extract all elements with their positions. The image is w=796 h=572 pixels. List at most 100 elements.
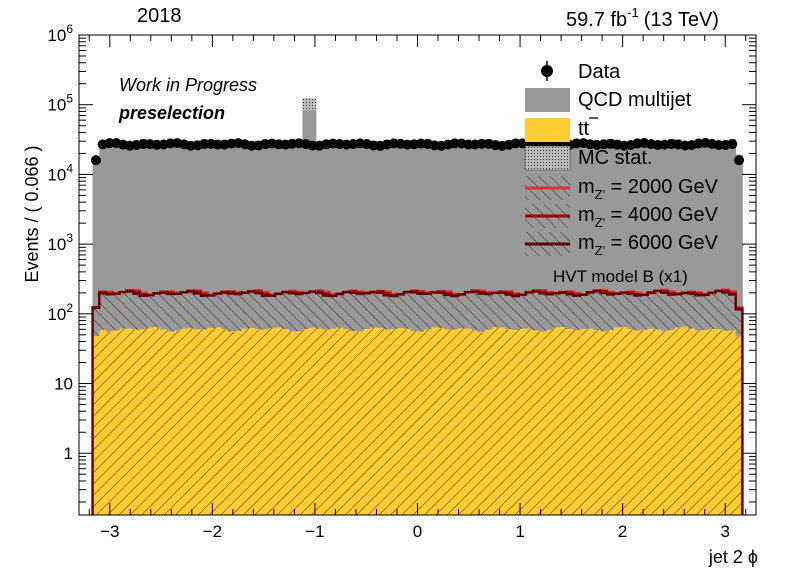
ttbar-bar [173,330,181,515]
ttbar-bar [431,327,439,515]
ttbar-bar [728,330,737,515]
qcd-bar [370,141,378,328]
qcd-bar [491,140,500,328]
ttbar-bar [119,328,127,515]
signal-hatch-bar [478,290,486,332]
signal-hatch-bar [661,289,669,332]
ttbar-bar [187,328,195,515]
ttbar-bar [688,328,696,515]
qcd-bar [715,142,723,330]
ttbar-bar [417,331,425,515]
signal-hatch-bar [106,291,114,332]
legend-label-sig2: mZ' = 4000 GeV [578,204,719,230]
ttbar-bar [227,331,236,515]
ttbar-bar [498,327,506,515]
qcd-bar [390,139,398,330]
signal-hatch-bar [539,290,547,332]
ttbar-bar [241,328,249,515]
qcd-bar [119,141,127,329]
signal-hatch-bar [654,290,662,330]
ttbar-bar [410,331,418,515]
qcd-bar [322,139,330,330]
model-label: HVT model B (x1) [553,267,688,286]
y-tick-label: 104 [47,161,73,184]
qcd-bar [647,142,655,329]
ttbar-bar [478,331,486,515]
qcd-bar [708,142,716,329]
signal-hatch-bar [99,291,107,330]
qcd-bar [153,142,161,328]
mcstat-band [302,98,310,111]
ttbar-bar [397,328,405,515]
signal-hatch-bar [431,292,439,328]
signal-hatch-bar [234,292,242,332]
signal-hatch-bar [485,292,493,330]
signal-hatch-bar [207,294,215,329]
signal-hatch-bar [498,291,506,328]
qcd-bar [194,140,202,330]
signal-hatch-bar [343,292,351,329]
ttbar-bar [444,329,452,515]
ttbar-bar [99,329,107,515]
ttbar-bar [180,328,188,515]
signal-hatch-bar [640,294,649,330]
legend-entry-sig3: mZ' = 6000 GeV [525,232,719,258]
legend-swatch-qcd [525,88,570,112]
ttbar-bar [160,329,168,515]
qcd-bar [485,139,493,330]
region-label: preselection [118,103,225,123]
y-axis: 1 10 102 103 104 105 106 [47,22,756,503]
signal-hatch-bar [268,294,276,329]
signal-hatch-bar [282,291,290,330]
qcd-bar [160,143,168,330]
qcd-bar [471,142,479,331]
signal-hatch-bar [241,292,249,329]
ttbar-bar [376,328,385,515]
qcd-bar [661,140,669,332]
ttbar-bar [424,329,432,515]
qcd-bar [667,138,676,331]
legend-entry-qcd: QCD multijet [525,88,692,112]
signal-hatch-bar [559,291,567,328]
qcd-bar [261,139,269,330]
ttbar-bar [255,329,263,515]
signal-hatch-bar [370,291,378,328]
qcd-bar [512,140,520,330]
qcd-bar [640,140,649,330]
signal-hatch-bar [512,293,520,330]
qcd-bar [207,139,215,329]
ttbar-bar [322,329,330,515]
x-tick-label: −1 [305,522,324,541]
ttbar-bar [491,327,500,515]
signal-hatch-bar [715,290,723,330]
ttbar-bar [288,331,297,515]
signal-line-3 [91,290,744,515]
lumi-exponent: -1 [627,5,639,20]
qcd-bar [248,141,256,329]
signal-hatch-bar [437,290,445,328]
signal-hatch-bar [688,291,696,329]
ttbar-bar [674,327,682,515]
legend-label-mcstat: MC stat. [578,147,652,169]
ttbar-bar [525,328,533,515]
signal-hatch-bar [634,292,642,331]
ttbar-bar [640,329,649,515]
ttbar-bar [566,329,574,515]
ttbar-bar [349,331,357,515]
ttbar-bar [519,328,527,515]
y-tick-label: 102 [47,301,73,324]
signal-hatch-bar [417,290,425,332]
qcd-bar [505,141,513,330]
ttbar-bar [112,330,121,515]
signal-hatch-bar [227,291,236,332]
qcd-bar [431,140,439,328]
signal-hatch-bar [376,290,385,329]
signal-hatch-bar [722,289,730,331]
legend-entry-sig1: mZ' = 2000 GeV [525,176,719,202]
qcd-bar [167,141,175,332]
ttbar-bar [207,328,215,515]
ttbar-bar [667,330,676,515]
qcd-bar [654,142,662,330]
